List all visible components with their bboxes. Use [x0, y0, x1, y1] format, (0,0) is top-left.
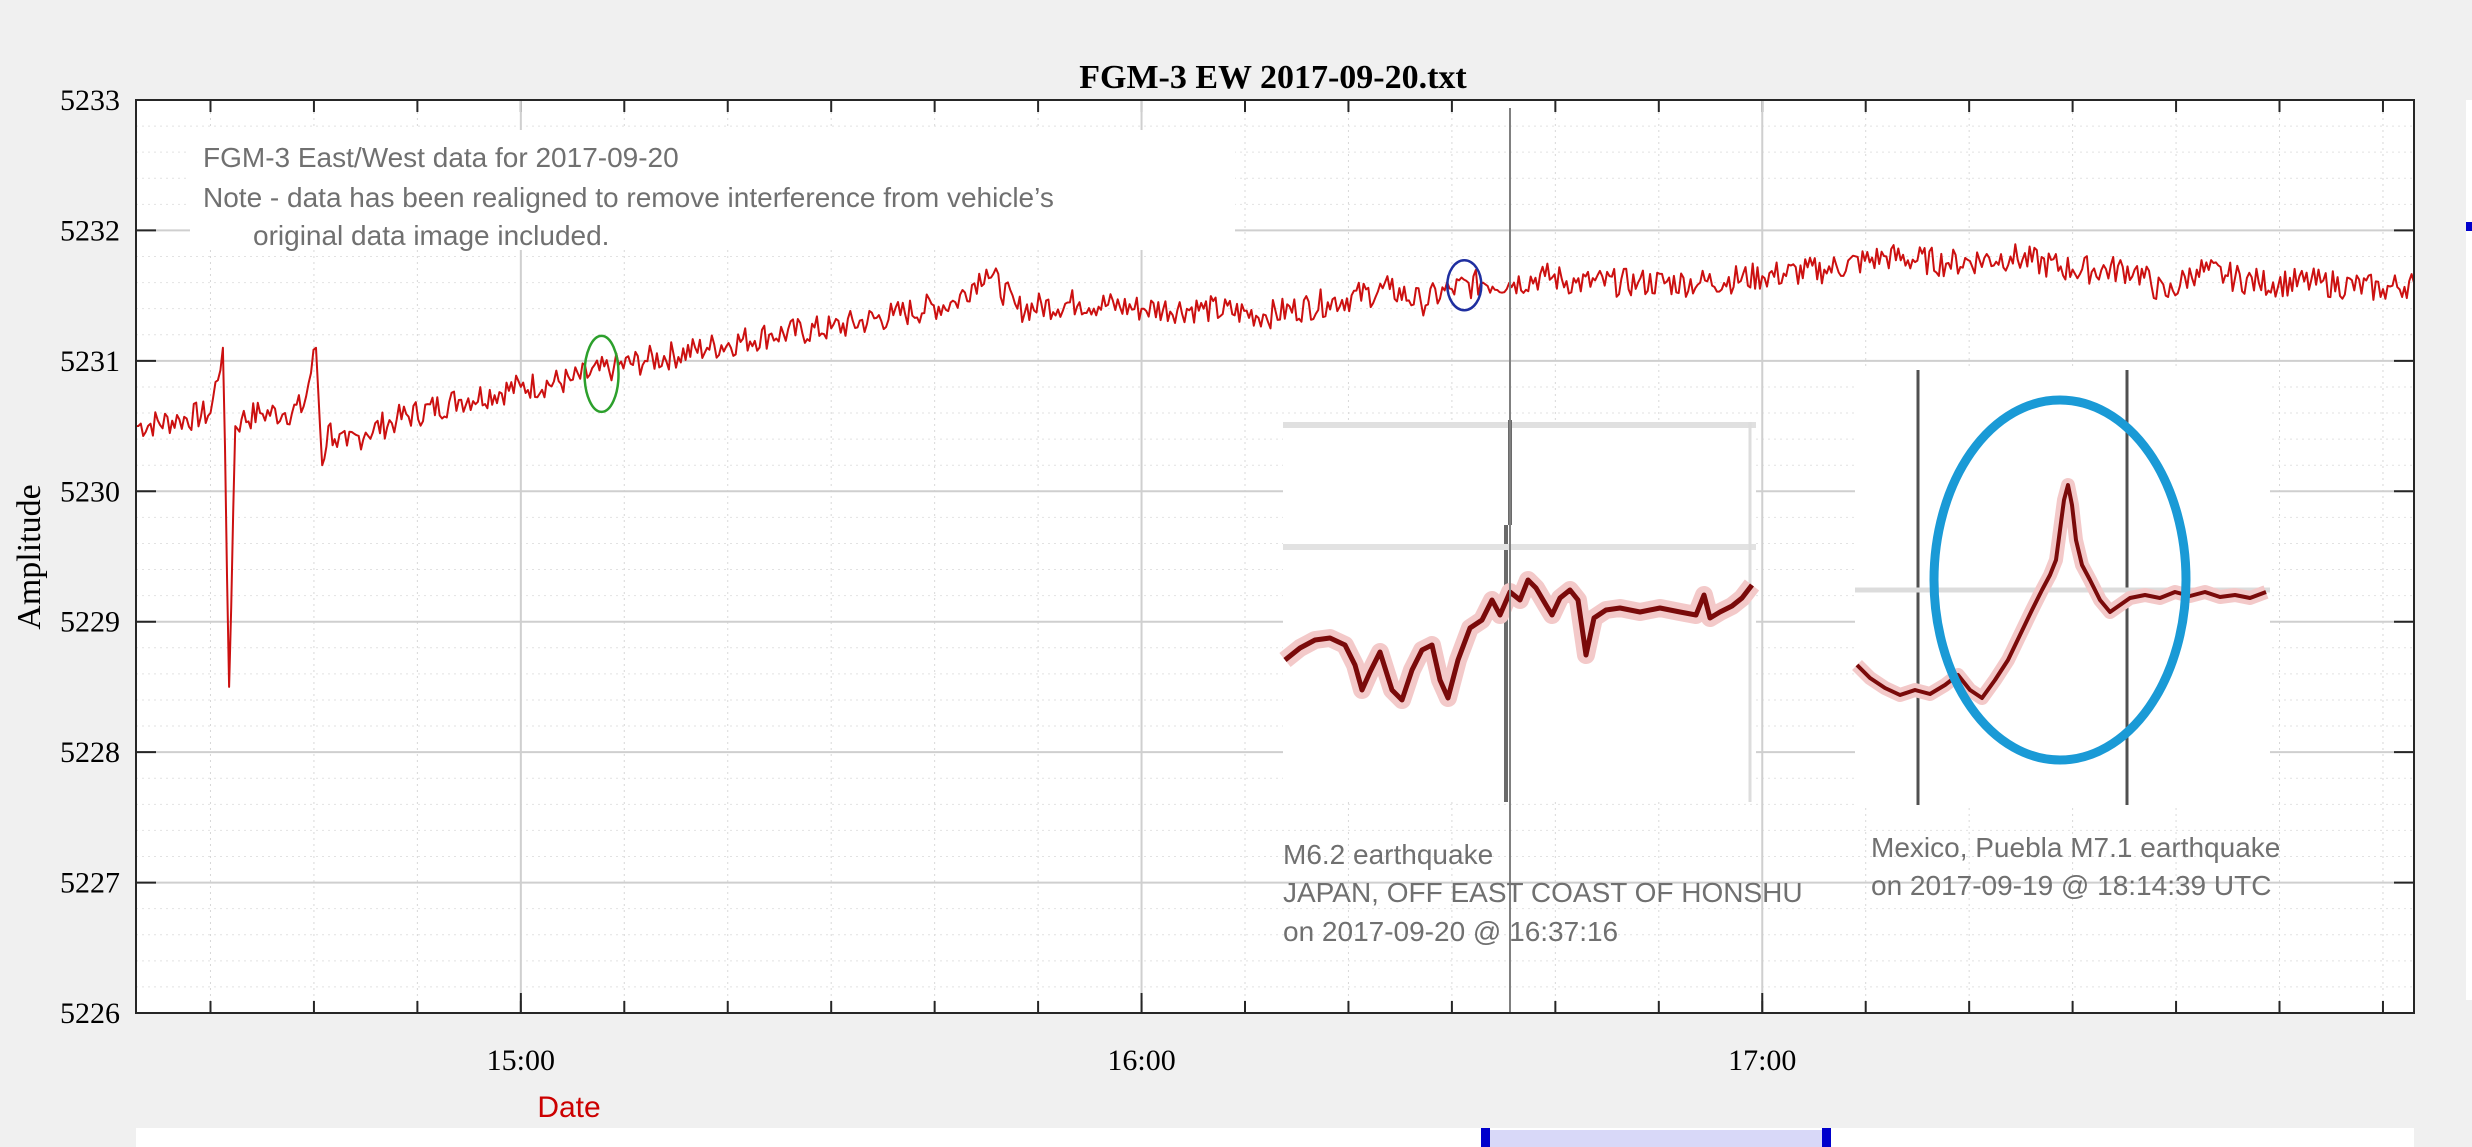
- note-line-1: FGM-3 East/West data for 2017-09-20: [203, 142, 679, 173]
- date-label: Date: [537, 1091, 600, 1124]
- mexico-inset-image: [1852, 370, 2270, 805]
- japan-annotation-line-1: M6.2 earthquake: [1283, 839, 1493, 870]
- event-marker-ellipse: [1446, 258, 1483, 312]
- mexico-highlight-ellipse: [1929, 395, 2191, 765]
- event-markers: [583, 258, 1483, 414]
- japan-inset-image: [1279, 420, 1760, 802]
- y-axis-label: Amplitude: [11, 484, 48, 629]
- y-tick-label: 5228: [60, 736, 120, 769]
- y-tick-label: 5227: [60, 867, 120, 900]
- range-selector-left-handle[interactable]: [1481, 1128, 1490, 1147]
- mexico-annotation-line-2: on 2017-09-19 @ 18:14:39 UTC: [1871, 870, 2271, 901]
- x-tick-label: 16:00: [1107, 1044, 1175, 1077]
- axes-frame: [135, 99, 2415, 1014]
- note-line-2: Note - data has been realigned to remove…: [203, 182, 1054, 213]
- x-tick-label: 17:00: [1728, 1044, 1796, 1077]
- y-tick-label: 5231: [60, 345, 120, 378]
- y-tick-label: 5232: [60, 214, 120, 247]
- series-layer: [135, 243, 2415, 688]
- y-tick-label: 5229: [60, 606, 120, 639]
- range-selector-window[interactable]: [1484, 1130, 1828, 1147]
- chart-title: FGM-3 EW 2017-09-20.txt: [1079, 59, 1467, 96]
- japan-annotation-line-2: JAPAN, OFF EAST COAST OF HONSHU: [1283, 877, 1803, 908]
- y-tick-label: 5226: [60, 997, 120, 1030]
- note-box: [190, 130, 1235, 250]
- range-selector-right-handle[interactable]: [1822, 1128, 1831, 1147]
- y-tick-label: 5230: [60, 475, 120, 508]
- right-panel-edge: [2466, 100, 2472, 1000]
- right-panel-marker: [2466, 222, 2472, 231]
- range-selector-track[interactable]: [136, 1128, 2414, 1147]
- y-tick-label: 5233: [60, 84, 120, 117]
- japan-annotation-line-3: on 2017-09-20 @ 16:37:16: [1283, 916, 1618, 947]
- x-tick-label: 15:00: [487, 1044, 555, 1077]
- event-marker-ellipse: [583, 334, 620, 414]
- note-line-3: original data image included.: [253, 220, 609, 251]
- mexico-annotation-line-1: Mexico, Puebla M7.1 earthquake: [1871, 832, 2280, 863]
- series-line: [135, 243, 2415, 688]
